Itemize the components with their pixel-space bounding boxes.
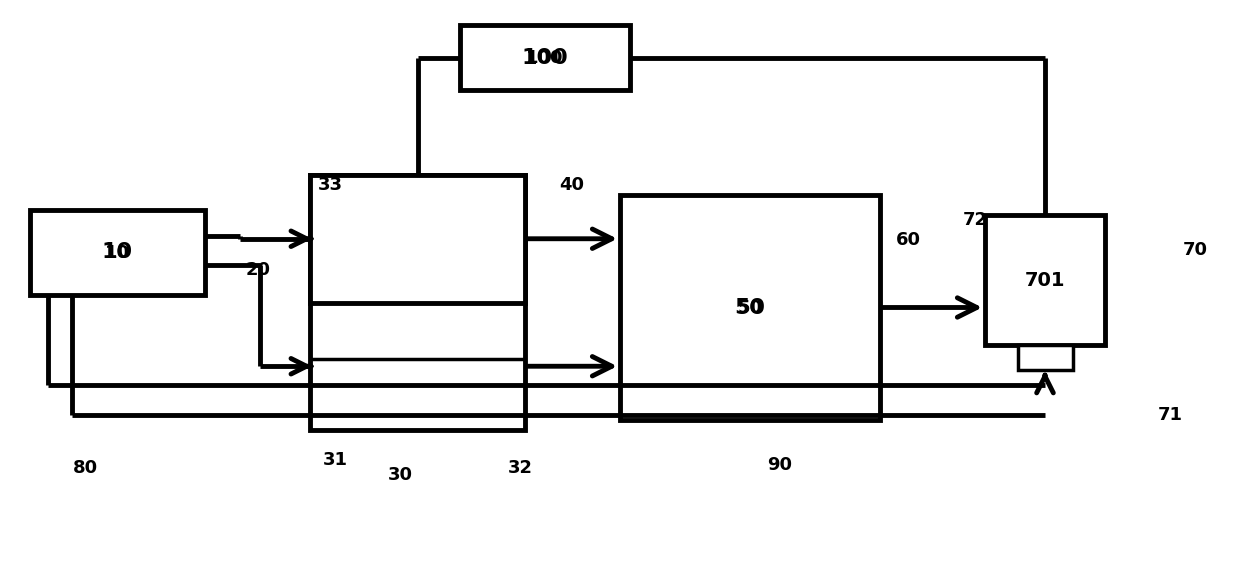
- Text: 10: 10: [104, 244, 129, 262]
- Text: 30: 30: [387, 466, 413, 484]
- Bar: [620, 195, 880, 420]
- Text: 71: 71: [1157, 406, 1183, 424]
- Text: 90: 90: [768, 456, 792, 474]
- Text: 72: 72: [962, 211, 987, 229]
- Bar: [310, 175, 525, 303]
- Text: 100: 100: [526, 49, 564, 67]
- Text: 100: 100: [522, 48, 568, 68]
- Text: 70: 70: [1183, 241, 1208, 259]
- Text: 31: 31: [322, 451, 347, 469]
- Text: 80: 80: [72, 459, 98, 477]
- Bar: [1018, 345, 1073, 370]
- Text: 32: 32: [507, 459, 532, 477]
- Text: 50: 50: [734, 298, 765, 318]
- Bar: [985, 215, 1105, 345]
- Bar: [460, 25, 630, 90]
- Bar: [310, 175, 525, 430]
- Text: 50: 50: [738, 299, 763, 317]
- Text: 40: 40: [559, 176, 584, 194]
- Text: 60: 60: [895, 231, 920, 249]
- Text: 33: 33: [317, 176, 342, 194]
- Text: 20: 20: [246, 261, 270, 279]
- Text: 10: 10: [102, 243, 133, 262]
- Bar: [30, 210, 205, 295]
- Text: 701: 701: [1024, 270, 1065, 290]
